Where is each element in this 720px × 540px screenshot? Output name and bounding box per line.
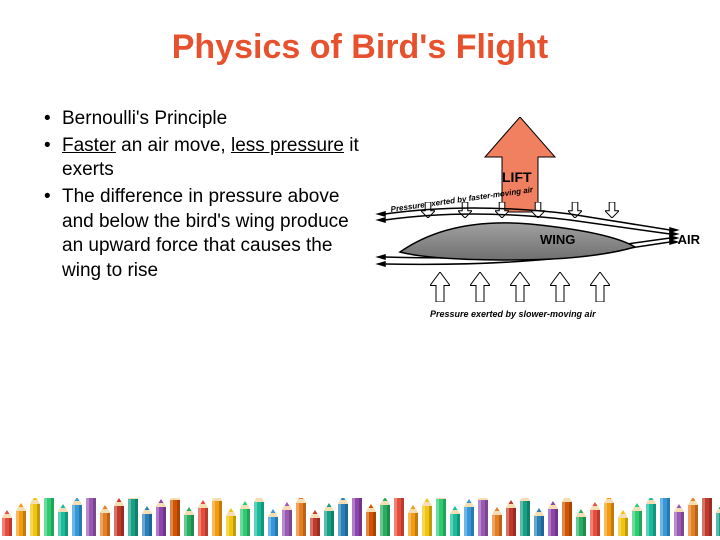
- bottom-caption: Pressure exerted by slower-moving air: [430, 309, 596, 319]
- pencil-icon: [462, 499, 476, 540]
- pencil-icon: [434, 498, 448, 540]
- pencil-icon: [602, 498, 616, 540]
- pencil-icon: [532, 508, 546, 540]
- pencil-icon: [672, 504, 686, 540]
- pencil-icon: [98, 505, 112, 540]
- pencil-icon: [364, 504, 378, 540]
- up-arrows-row: [420, 272, 620, 307]
- wing-label: WING: [540, 232, 575, 247]
- up-arrow-icon: [430, 272, 450, 307]
- wing-icon: [390, 212, 640, 272]
- pencil-icon: [210, 498, 224, 540]
- pencil-icon: [56, 504, 70, 540]
- pencil-icon: [294, 498, 308, 540]
- pencil-icon: [420, 498, 434, 540]
- pencil-icon: [700, 498, 714, 540]
- pencil-icon: [0, 510, 14, 540]
- up-arrow-icon: [510, 272, 530, 307]
- pencil-icon: [112, 498, 126, 540]
- pencil-icon: [588, 502, 602, 540]
- pencil-icon: [350, 498, 364, 540]
- pencil-icon: [14, 503, 28, 540]
- pencil-icon: [658, 498, 672, 540]
- content-area: Bernoulli's PrincipleFaster an air move,…: [0, 77, 720, 347]
- pencil-icon: [490, 507, 504, 540]
- pencil-icon: [196, 500, 210, 540]
- bullet-list: Bernoulli's PrincipleFaster an air move,…: [20, 107, 360, 347]
- pencil-icon: [616, 510, 630, 540]
- pencil-icon: [84, 498, 98, 540]
- pencil-icon: [574, 509, 588, 540]
- up-arrow-icon: [590, 272, 610, 307]
- pencil-icon: [308, 510, 322, 540]
- pencil-icon: [280, 502, 294, 540]
- bullet-item: Bernoulli's Principle: [40, 107, 360, 132]
- pencil-icon: [252, 498, 266, 540]
- bullet-item: Faster an air move, less pressure it exe…: [40, 134, 360, 183]
- pencil-icon: [224, 508, 238, 540]
- pencil-icon: [182, 507, 196, 540]
- pencil-icon: [546, 501, 560, 540]
- pencil-icon: [476, 498, 490, 540]
- lift-label: LIFT: [502, 169, 532, 185]
- pencil-icon: [630, 503, 644, 540]
- pencil-icon: [518, 498, 532, 540]
- pencil-icon: [686, 498, 700, 540]
- pencil-icon: [378, 498, 392, 540]
- pencil-icon: [406, 505, 420, 540]
- pencil-icon: [336, 498, 350, 540]
- pencil-icon: [322, 503, 336, 540]
- pencil-icon: [140, 506, 154, 540]
- pencil-icon: [154, 499, 168, 540]
- pencil-icon: [504, 500, 518, 540]
- air-label: AIR: [678, 232, 700, 247]
- pencil-icon: [644, 498, 658, 540]
- pencil-icon: [42, 498, 56, 540]
- pencil-icon: [266, 509, 280, 540]
- up-arrow-icon: [470, 272, 490, 307]
- pencil-icon: [560, 498, 574, 540]
- lift-diagram: LIFT Pressure exerted by faster-moving a…: [360, 117, 700, 347]
- pencil-border-decoration: [0, 498, 720, 540]
- bullet-item: The difference in pressure above and bel…: [40, 185, 360, 284]
- up-arrow-icon: [550, 272, 570, 307]
- pencil-icon: [392, 498, 406, 540]
- slide-title: Physics of Bird's Flight: [0, 0, 720, 77]
- pencil-icon: [238, 501, 252, 540]
- pencil-icon: [126, 498, 140, 540]
- pencil-icon: [448, 506, 462, 540]
- pencil-icon: [714, 505, 720, 540]
- pencil-icon: [28, 498, 42, 540]
- pencil-icon: [70, 498, 84, 540]
- pencil-icon: [168, 498, 182, 540]
